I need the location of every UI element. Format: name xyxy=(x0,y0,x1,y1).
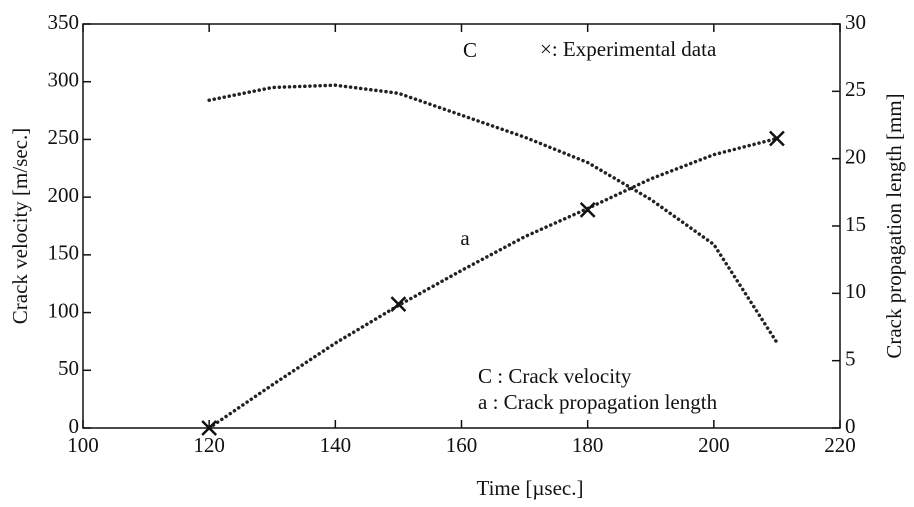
y-tick-label: 0 xyxy=(69,414,80,438)
series-label: C xyxy=(463,38,477,62)
y-tick-label: 100 xyxy=(48,298,80,322)
y-tick-label: 50 xyxy=(58,356,79,380)
y-tick-label: 350 xyxy=(48,10,80,34)
x-tick-label: 160 xyxy=(446,433,478,457)
x-tick-label: 180 xyxy=(572,433,604,457)
y2-tick-label: 0 xyxy=(845,414,856,438)
y-tick-label: 300 xyxy=(48,68,80,92)
annotation: C : Crack velocity xyxy=(478,364,632,388)
y-tick-label: 150 xyxy=(48,241,80,265)
data-point xyxy=(390,296,407,312)
x-tick-label: 200 xyxy=(698,433,730,457)
data-point xyxy=(201,420,218,436)
line-series xyxy=(207,136,779,430)
y2-tick-label: 30 xyxy=(845,10,866,34)
y2-tick-label: 20 xyxy=(845,144,866,168)
y2-axis-label: Crack propagation length [mm] xyxy=(882,93,906,358)
series-label: a xyxy=(460,226,470,250)
y-tick-label: 200 xyxy=(48,183,80,207)
y2-tick-label: 15 xyxy=(845,212,866,236)
y-axis-label: Crack velocity [m/sec.] xyxy=(8,128,32,325)
x-tick-label: 220 xyxy=(824,433,856,457)
data-point xyxy=(579,201,596,218)
x-tick-label: 140 xyxy=(320,433,352,457)
data-point xyxy=(769,130,785,147)
x-tick-label: 100 xyxy=(67,433,99,457)
y-tick-label: 250 xyxy=(48,125,80,149)
x-tick-label: 120 xyxy=(193,433,225,457)
y2-tick-label: 25 xyxy=(845,77,866,101)
y2-tick-label: 10 xyxy=(845,279,866,303)
line-series xyxy=(207,83,779,345)
annotation: a : Crack propagation length xyxy=(478,390,718,414)
x-axis-label: Time [µsec.] xyxy=(477,476,584,500)
annotation: ×: Experimental data xyxy=(540,37,717,61)
y2-tick-label: 5 xyxy=(845,346,856,370)
